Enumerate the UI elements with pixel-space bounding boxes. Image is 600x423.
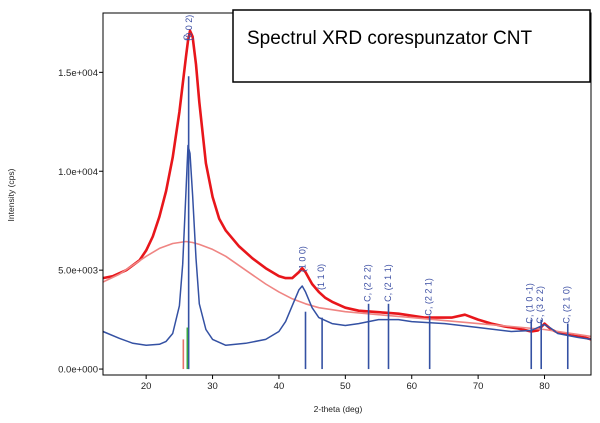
y-tick-label: 1.0e+004 [58,167,98,178]
peak-label: C, (2 2 1) [424,278,434,316]
series-background [102,240,592,338]
x-tick-label: 40 [274,381,285,392]
peak-label: C, (2 1 1) [383,264,393,302]
series-fitted [102,144,592,347]
x-tick-label: 70 [473,381,484,392]
y-tick-label: 0.0e+000 [58,365,98,376]
peak-label: (0 0 2) [184,15,194,41]
peak-label: C, (1 0 -1) [525,283,535,324]
x-tick-label: 30 [207,381,218,392]
x-tick-label: 80 [539,381,550,392]
peak-label: C [182,34,192,41]
peak-label: (1 1 0) [316,264,326,290]
x-tick-label: 50 [340,381,351,392]
peak-label: C, (2 2 2) [363,264,373,302]
peak-label: C, (2 1 0) [562,286,572,324]
x-axis-title: 2-theta (deg) [314,404,363,414]
peak-label: C, (3 2 2) [535,286,545,324]
title-box [232,9,591,83]
x-tick-label: 20 [141,381,152,392]
reference-lines-layer [182,76,569,370]
peak-label: (1 0 0) [298,246,308,272]
x-tick-label: 60 [406,381,417,392]
series-layer [102,29,592,347]
y-tick-label: 5.0e+003 [58,266,98,277]
y-axis-title: Intensity (cps) [6,168,16,221]
ticks-layer: 20 30 40 50 60 70 80 0.0e+000 5.0e+003 1.0e+004 1.… [58,68,550,392]
peak-labels-layer: C(0 0 2) (1 0 0) (1 1 0) C, (2 2 2) C, (2 1 … [182,15,572,324]
y-tick-label: 1.5e+004 [58,68,98,79]
chart-title: Spectrul XRD corespunzator CNT [247,28,532,49]
